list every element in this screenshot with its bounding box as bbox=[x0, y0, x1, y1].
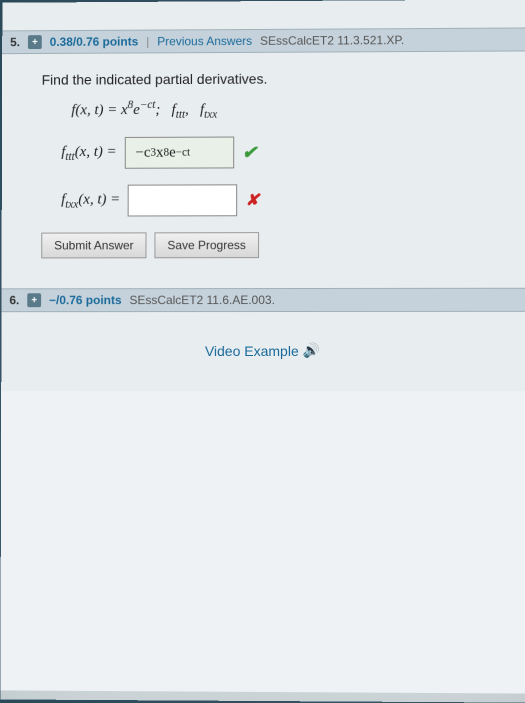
q5-row1-input[interactable]: −c3x8e−ct bbox=[124, 137, 233, 169]
submit-button[interactable]: Submit Answer bbox=[41, 232, 146, 258]
bottom-area bbox=[0, 390, 525, 693]
q5-answer-row-2: ftxx(x, t) = ✘ bbox=[61, 184, 495, 217]
speaker-icon: 🔊 bbox=[303, 342, 320, 359]
q6-points: −/0.76 points bbox=[49, 293, 122, 307]
q6-header: 6. + −/0.76 points SEssCalcET2 11.6.AE.0… bbox=[1, 288, 525, 312]
q5-row2-input[interactable] bbox=[128, 184, 238, 216]
button-row: Submit Answer Save Progress bbox=[41, 232, 495, 259]
video-example-link[interactable]: Video Example 🔊 bbox=[205, 342, 320, 359]
q6-number: 6. bbox=[9, 293, 19, 307]
q5-source: SEssCalcET2 11.3.521.XP. bbox=[260, 33, 404, 48]
expand-icon[interactable]: + bbox=[27, 293, 41, 307]
check-icon: ✔ bbox=[242, 142, 257, 163]
q5-row2-label: ftxx(x, t) = bbox=[61, 191, 120, 210]
separator: | bbox=[146, 35, 149, 49]
video-label: Video Example bbox=[205, 342, 299, 358]
q5-body: Find the indicated partial derivatives. … bbox=[2, 51, 525, 288]
q5-header: 5. + 0.38/0.76 points | Previous Answers… bbox=[2, 27, 525, 54]
q5-answer-row-1: fttt(x, t) = −c3x8e−ct ✔ bbox=[61, 136, 495, 169]
q6-source: SEssCalcET2 11.6.AE.003. bbox=[130, 293, 275, 307]
q5-formula: f(x, t) = x8e−ct; fttt, ftxx bbox=[71, 98, 495, 122]
q5-points: 0.38/0.76 points bbox=[50, 35, 139, 49]
q5-number: 5. bbox=[10, 35, 20, 49]
q5-row1-label: fttt(x, t) = bbox=[61, 143, 116, 162]
q5-instruction: Find the indicated partial derivatives. bbox=[42, 70, 496, 88]
screen-container: 5. + 0.38/0.76 points | Previous Answers… bbox=[0, 0, 525, 703]
prev-answers-link[interactable]: Previous Answers bbox=[157, 34, 252, 48]
expand-icon[interactable]: + bbox=[28, 35, 42, 49]
save-button[interactable]: Save Progress bbox=[154, 232, 258, 258]
x-icon: ✘ bbox=[246, 190, 259, 210]
q6-body: Video Example 🔊 bbox=[1, 312, 525, 391]
